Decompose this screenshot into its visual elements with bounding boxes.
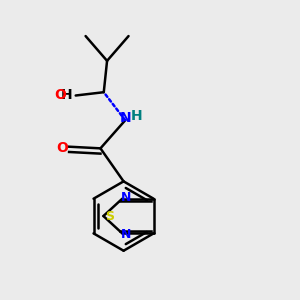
Text: O: O [54, 88, 66, 102]
Text: N: N [121, 191, 131, 204]
Text: H: H [131, 109, 142, 123]
Text: N: N [121, 228, 131, 241]
Text: O: O [56, 141, 68, 155]
Text: S: S [105, 209, 114, 223]
Text: H: H [61, 88, 72, 102]
Text: N: N [119, 111, 131, 124]
